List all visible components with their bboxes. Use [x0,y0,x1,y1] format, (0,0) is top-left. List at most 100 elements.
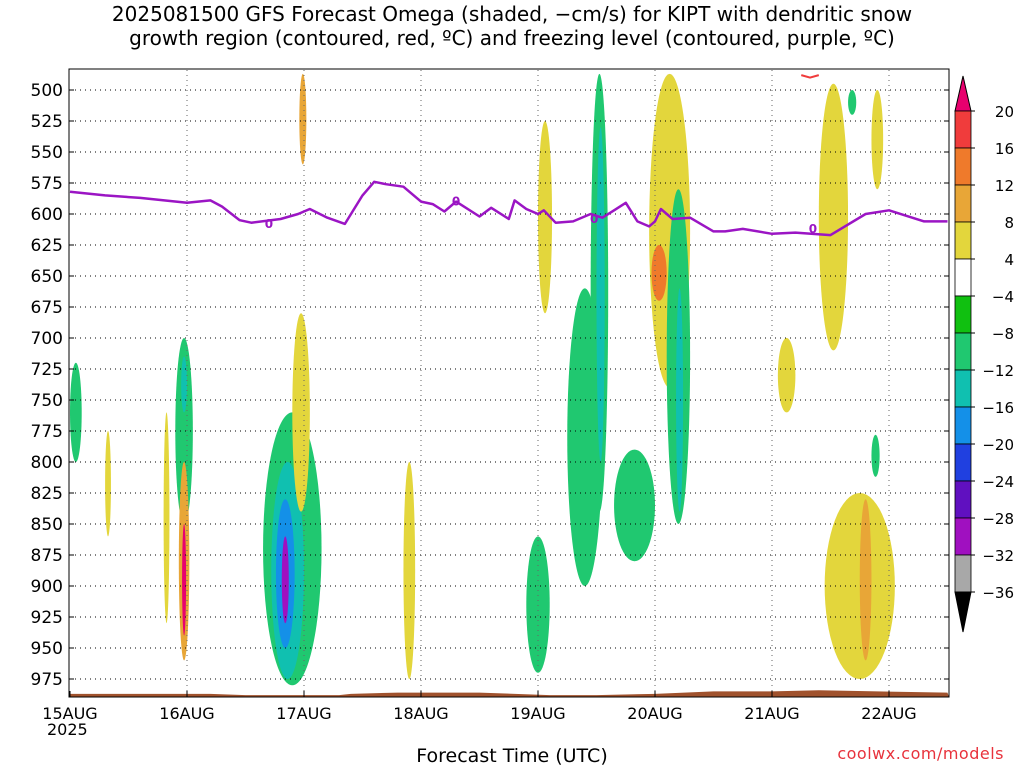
grid-lines [70,70,949,697]
colorbar-band [954,369,972,408]
y-tick-label: 750 [31,391,63,411]
x-tick-label: 18AUG [393,704,448,723]
colorbar-label: 16 [995,140,1014,158]
colorbar-label: −24 [982,473,1014,491]
omega-region-1 [105,431,111,537]
omega-region-11 [299,73,307,165]
y-axis: 500 525 550 575 600 625 650 675 700 725 750 775 800 8… [31,81,949,690]
x-tick-label: 15AUG [42,704,97,723]
omega-shading [70,73,895,686]
x-tick-label: 22AUG [861,704,916,723]
colorbar-label: −4 [992,288,1014,306]
colorbar-label: −36 [982,584,1014,602]
y-tick-label: 800 [31,453,63,473]
colorbar-label: 4 [1004,251,1014,269]
omega-region-4 [181,356,187,413]
x-axis: 15AUG 16AUG 17AUG 18AUG 19AUG 20AUG 21AUG 22AUG [42,691,917,723]
colorbar-band [954,184,972,223]
colorbar-label: −16 [982,399,1014,417]
x-tick-label: 19AUG [510,704,565,723]
omega-region-2 [163,412,170,624]
x-tick-label: 21AUG [744,704,799,723]
colorbar-label: −20 [982,436,1014,454]
omega-region-6 [182,524,187,636]
omega-region-24 [777,338,796,413]
y-tick-label: 825 [31,484,63,504]
x-tick-label: 17AUG [276,704,331,723]
omega-region-29 [824,493,895,679]
y-tick-label: 725 [31,360,63,380]
omega-region-0 [70,362,82,462]
colorbar-band [954,332,972,371]
colorbar: 20 16 12 8 4 −4 −8 −12 −16 −20 −24 −28 −32 −36 [954,75,1014,633]
y-tick-label: 500 [31,81,63,101]
omega-region-3 [175,338,193,524]
omega-region-10 [281,536,289,624]
colorbar-band [954,443,972,482]
omega-region-28 [871,434,880,477]
freezing-level-label: 0 [265,217,273,231]
colorbar-label: −12 [982,362,1014,380]
colorbar-label: 20 [995,103,1014,121]
freezing-level-contour: 0 0 0 0 [69,74,948,237]
y-tick-label: 950 [31,639,63,659]
surface-terrain [70,690,949,697]
y-tick-label: 900 [31,577,63,597]
colorbar-label: −28 [982,510,1014,528]
freezing-level-label: 0 [809,222,817,236]
freezing-level-line [69,180,948,237]
y-tick-label: 575 [31,174,63,194]
omega-region-30 [859,499,872,661]
omega-region-27 [871,90,884,190]
omega-region-18 [596,127,605,462]
omega-region-26 [848,90,857,115]
y-tick-label: 650 [31,267,63,287]
dendritic-growth-contour [800,74,820,79]
freezing-level-label: 0 [452,195,460,209]
y-tick-label: 850 [31,515,63,535]
omega-region-23 [676,288,684,512]
colorbar-band [954,221,972,260]
chart-title-line-2: growth region (contoured, red, ºC) and f… [129,26,895,50]
omega-region-14 [526,536,550,673]
surface-fill [70,690,949,697]
colorbar-band [954,480,972,519]
colorbar-label: 12 [995,177,1014,195]
colorbar-label: −8 [992,325,1014,343]
freezing-level-label: 0 [590,212,598,226]
omega-region-12 [292,313,310,512]
y-tick-label: 600 [31,205,63,225]
colorbar-band [954,110,972,149]
colorbar-top-arrow [954,75,972,112]
y-tick-label: 550 [31,143,63,163]
y-tick-label: 975 [31,670,63,690]
omega-region-19 [614,449,656,562]
colorbar-band [954,517,972,556]
x-tick-label: 16AUG [159,704,214,723]
colorbar-band [954,258,972,297]
omega-region-21 [651,245,667,301]
colorbar-bottom-arrow [954,591,972,633]
x-tick-label: 20AUG [627,704,682,723]
colorbar-band [954,147,972,186]
source-credit[interactable]: coolwx.com/models [837,744,1004,763]
y-tick-label: 875 [31,546,63,566]
y-tick-label: 675 [31,298,63,318]
y-tick-label: 625 [31,236,63,256]
omega-region-25 [818,83,849,351]
colorbar-band [954,554,972,593]
colorbar-band [954,406,972,445]
y-tick-label: 775 [31,422,63,442]
colorbar-label: −32 [982,547,1014,565]
omega-region-13 [403,462,416,679]
colorbar-band [954,295,972,334]
y-tick-label: 925 [31,608,63,628]
colorbar-label: 8 [1004,214,1014,232]
omega-region-15 [538,121,553,314]
y-tick-label: 700 [31,329,63,349]
y-tick-label: 525 [31,112,63,132]
plot-frame [68,68,950,698]
x-axis-year-label: 2025 [47,720,88,739]
x-axis-title: Forecast Time (UTC) [416,745,608,767]
